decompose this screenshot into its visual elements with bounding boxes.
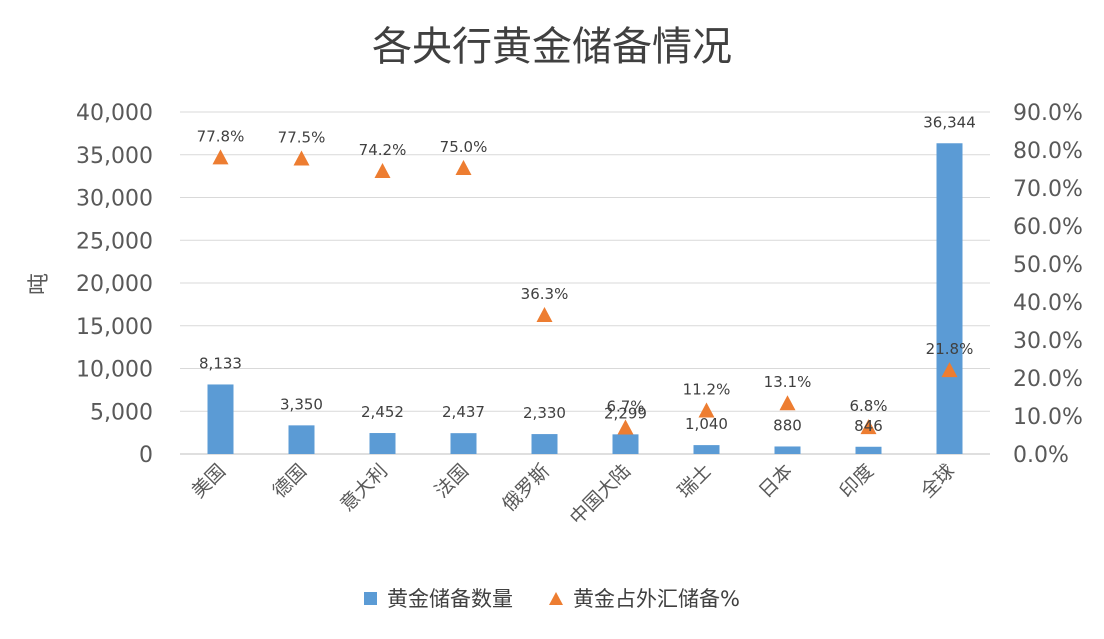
y-tick-left: 5,000 (90, 400, 153, 425)
bar-data-label: 846 (854, 417, 883, 435)
y-tick-left: 40,000 (76, 101, 153, 126)
marker-data-label: 36.3% (521, 285, 569, 303)
bar (288, 425, 315, 454)
bar (450, 433, 477, 454)
marker-data-label: 6.8% (849, 397, 887, 415)
marker-series (212, 149, 958, 435)
y-tick-left: 0 (139, 443, 153, 468)
legend-label-bar: 黄金储备数量 (387, 587, 514, 611)
bar (936, 143, 963, 455)
x-tick: 中国大陆 (566, 460, 635, 529)
legend-item-bar: 黄金储备数量 (364, 583, 513, 613)
x-tick: 俄罗斯 (498, 460, 554, 516)
y-tick-left: 35,000 (76, 144, 153, 169)
data-labels: 8,133 77.8% 3,350 77.5% 2,452 74.2% 2,437 75.0%… (197, 113, 976, 435)
y-tick-right: 60.0% (1013, 215, 1083, 240)
y-tick-right: 90.0% (1013, 101, 1083, 126)
bar (207, 384, 234, 454)
bar-data-label: 880 (773, 416, 802, 434)
x-tick: 日本 (755, 460, 797, 502)
right-axis-ticks: 0.0% 10.0% 20.0% 30.0% 40.0% 50.0% 60.0% 70.0% 8… (1013, 101, 1083, 468)
bar (369, 433, 396, 454)
x-tick: 德国 (269, 460, 311, 502)
bar (612, 434, 639, 454)
y-tick-left: 30,000 (76, 187, 153, 212)
y-tick-left: 10,000 (76, 358, 153, 383)
legend-label-marker: 黄金占外汇储备% (573, 587, 740, 611)
bar (693, 445, 720, 454)
y-tick-right: 20.0% (1013, 367, 1083, 392)
triangle-marker (455, 160, 472, 175)
bar-data-label: 8,133 (199, 354, 242, 372)
bar-data-label: 2,437 (442, 403, 485, 421)
marker-data-label: 6.7% (606, 398, 644, 416)
marker-data-label: 13.1% (764, 373, 812, 391)
triangle-marker (941, 362, 958, 378)
y-tick-right: 40.0% (1013, 291, 1083, 316)
legend-item-marker: 黄金占外汇储备% (549, 583, 740, 613)
y-tick-right: 50.0% (1013, 253, 1083, 278)
y-tick-left: 20,000 (76, 272, 153, 297)
bar-data-label: 2,299 (604, 404, 647, 422)
legend-swatch-bar (364, 591, 378, 605)
legend-swatch-triangle (549, 591, 564, 605)
marker-data-label: 21.8% (926, 340, 974, 358)
triangle-marker (374, 163, 391, 179)
chart-title: 各央行黄金储备情况 (372, 24, 732, 70)
marker-data-label: 11.2% (683, 380, 731, 398)
bar-data-label: 1,040 (685, 415, 728, 433)
triangle-marker (617, 419, 634, 435)
legend: 黄金储备数量 黄金占外汇储备% (0, 583, 1104, 613)
marker-data-label: 77.8% (197, 127, 245, 145)
x-tick: 全球 (917, 460, 959, 502)
x-tick: 法国 (431, 460, 473, 502)
bar-data-label: 3,350 (280, 395, 323, 413)
bar-data-label: 36,344 (923, 113, 976, 131)
bar (855, 446, 882, 454)
x-tick: 印度 (836, 460, 878, 502)
bar-series (207, 143, 963, 455)
marker-data-label: 75.0% (440, 138, 488, 156)
y-tick-left: 25,000 (76, 229, 153, 254)
bar-data-label: 2,452 (361, 403, 404, 421)
triangle-marker (779, 395, 796, 411)
marker-data-label: 77.5% (278, 129, 326, 147)
y-tick-right: 10.0% (1013, 405, 1083, 430)
x-tick: 意大利 (336, 460, 392, 516)
y-tick-right: 30.0% (1013, 329, 1083, 354)
triangle-marker (698, 402, 715, 418)
triangle-marker (293, 150, 310, 166)
gridlines (180, 111, 990, 455)
bar-data-label: 2,330 (523, 404, 566, 422)
triangle-marker (860, 419, 877, 435)
triangle-marker (212, 149, 229, 165)
bar (774, 446, 801, 454)
y-tick-left: 15,000 (76, 315, 153, 340)
x-tick: 瑞士 (674, 460, 716, 502)
y-tick-right: 0.0% (1013, 443, 1069, 468)
left-axis-ticks: 0 5,000 10,000 15,000 20,000 25,000 30,000 35,0… (76, 101, 153, 468)
y-tick-right: 80.0% (1013, 139, 1083, 164)
triangle-marker (536, 307, 553, 323)
y-tick-right: 70.0% (1013, 177, 1083, 202)
x-tick: 美国 (188, 460, 230, 502)
marker-data-label: 74.2% (359, 141, 407, 159)
x-axis-ticks: 美国 德国 意大利 法国 俄罗斯 中国大陆 瑞士 日本 印度 全球 (188, 460, 959, 529)
bar (531, 434, 558, 454)
y-axis-title: 吨 (27, 273, 52, 295)
